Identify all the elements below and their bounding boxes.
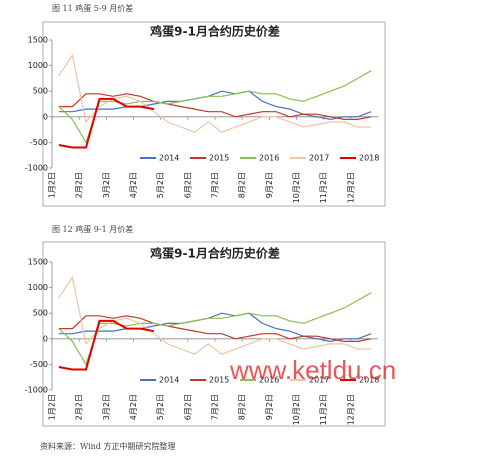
legend-label: 2018 bbox=[359, 376, 379, 385]
legend-label: 2014 bbox=[159, 376, 179, 385]
y-tick-label: 500 bbox=[33, 309, 48, 318]
watermark: www.ketldu.cn bbox=[229, 355, 396, 385]
y-tick-label: 1000 bbox=[28, 61, 48, 70]
y-tick-label: -500 bbox=[30, 360, 48, 369]
x-tick-label: 2月2日 bbox=[75, 172, 84, 198]
x-tick-label: 4月2日 bbox=[129, 172, 138, 198]
x-tick-label: 3月2日 bbox=[102, 394, 111, 420]
legend-label: 2018 bbox=[359, 154, 379, 163]
x-tick-label: 12月2日 bbox=[346, 172, 355, 203]
legend-label: 2014 bbox=[159, 154, 179, 163]
legend-label: 2015 bbox=[209, 376, 229, 385]
legend-label: 2017 bbox=[309, 154, 329, 163]
legend-label: 2016 bbox=[259, 376, 279, 385]
x-tick-label: 8月2日 bbox=[238, 172, 247, 198]
caption: 图 11 鸡蛋 5-9 月价差 bbox=[52, 3, 133, 13]
chart-title: 鸡蛋9-1月合约历史价差 bbox=[149, 246, 280, 261]
y-tick-label: 1500 bbox=[28, 258, 48, 267]
x-tick-label: 11月2日 bbox=[319, 172, 328, 203]
x-tick-label: 11月2日 bbox=[319, 394, 328, 425]
x-tick-label: 10月2日 bbox=[292, 172, 301, 203]
x-tick-label: 7月2日 bbox=[211, 172, 220, 198]
x-tick-label: 10月2日 bbox=[292, 394, 301, 425]
series-line bbox=[58, 53, 372, 133]
x-tick-label: 5月2日 bbox=[156, 172, 165, 198]
y-tick-label: -1000 bbox=[25, 164, 48, 173]
x-tick-label: 9月2日 bbox=[265, 172, 274, 198]
y-tick-label: 0 bbox=[43, 334, 48, 343]
x-tick-label: 1月2日 bbox=[48, 394, 57, 420]
y-tick-label: 0 bbox=[43, 112, 48, 121]
y-tick-label: -1000 bbox=[25, 386, 48, 395]
y-tick-label: 1000 bbox=[28, 283, 48, 292]
source-note: 资料来源：Wind 方正中期研究院整理 bbox=[40, 441, 175, 451]
series-line bbox=[58, 312, 372, 343]
caption: 图 12 鸡蛋 9-1 月价差 bbox=[52, 224, 133, 234]
series-line bbox=[58, 90, 372, 121]
legend-label: 2016 bbox=[259, 154, 279, 163]
x-tick-label: 1月2日 bbox=[48, 172, 57, 198]
y-tick-label: 500 bbox=[33, 87, 48, 96]
chart-frame bbox=[42, 241, 386, 427]
x-tick-label: 6月2日 bbox=[183, 394, 192, 420]
x-tick-label: 6月2日 bbox=[183, 172, 192, 198]
x-tick-label: 9月2日 bbox=[265, 394, 274, 420]
series-line bbox=[58, 319, 155, 371]
series-line bbox=[58, 275, 372, 355]
x-tick-label: 8月2日 bbox=[238, 394, 247, 420]
chart-title: 鸡蛋9-1月合约历史价差 bbox=[149, 24, 280, 39]
legend-label: 2017 bbox=[309, 376, 329, 385]
y-tick-label: -500 bbox=[30, 138, 48, 147]
x-tick-label: 2月2日 bbox=[75, 394, 84, 420]
x-tick-label: 4月2日 bbox=[129, 394, 138, 420]
y-tick-label: 1500 bbox=[28, 36, 48, 45]
series-line bbox=[58, 70, 372, 144]
x-tick-label: 7月2日 bbox=[211, 394, 220, 420]
series-line bbox=[58, 93, 372, 120]
series-line bbox=[58, 315, 372, 342]
x-tick-label: 5月2日 bbox=[156, 394, 165, 420]
legend-label: 2015 bbox=[209, 154, 229, 163]
series-line bbox=[58, 97, 155, 149]
chart-frame bbox=[42, 21, 386, 207]
x-tick-label: 12月2日 bbox=[346, 394, 355, 425]
x-tick-label: 3月2日 bbox=[102, 172, 111, 198]
series-line bbox=[58, 292, 372, 366]
